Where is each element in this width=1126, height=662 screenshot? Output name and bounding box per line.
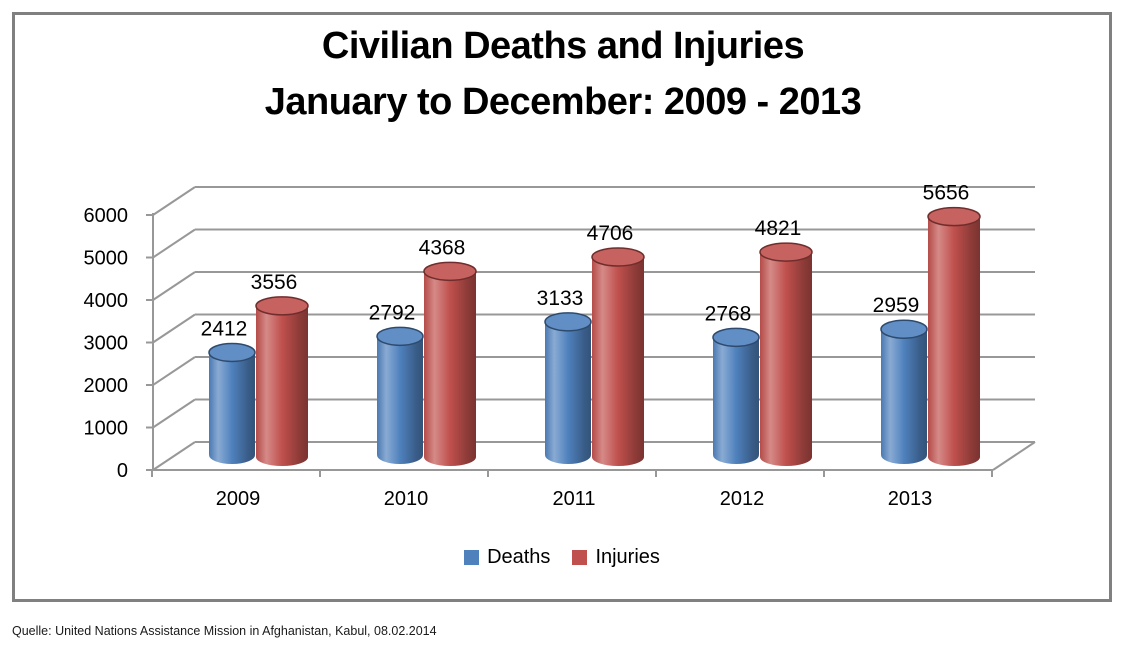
cylinder-top-deaths-2012 xyxy=(712,327,760,348)
cylinder-injuries-2012 xyxy=(760,252,812,466)
data-label-injuries-2010: 4368 xyxy=(419,236,466,259)
chart-subtitle: January to December: 2009 - 2013 xyxy=(264,81,862,123)
data-label-injuries-2009: 3556 xyxy=(251,271,298,294)
cylinder-top-deaths-2011 xyxy=(544,312,592,332)
axes: 0 1000 2000 3000 4000 5000 6000 2009 2010 2011 201… xyxy=(84,205,1036,510)
chart-title-block: Civilian Deaths and Injuries January to … xyxy=(0,18,1126,130)
y-tick-label: 1000 xyxy=(84,418,129,440)
cylinder-deaths-2009 xyxy=(209,352,255,464)
legend-swatch-injuries xyxy=(572,550,588,565)
y-tick-label: 3000 xyxy=(84,333,129,355)
y-tick-label: 2000 xyxy=(84,375,129,397)
legend-item-injuries: Injuries xyxy=(572,546,660,569)
cylinder-bars xyxy=(208,206,981,466)
cylinder-top-injuries-2013 xyxy=(927,206,981,227)
x-category-label: 2013 xyxy=(888,488,933,510)
x-category-label: 2012 xyxy=(720,488,765,510)
data-label-injuries-2012: 4821 xyxy=(755,217,802,240)
cylinder-deaths-2010 xyxy=(377,336,423,464)
cylinder-top-injuries-2012 xyxy=(759,242,813,262)
x-category-label: 2010 xyxy=(384,488,429,510)
legend-swatch-deaths xyxy=(464,550,480,565)
x-category-label: 2009 xyxy=(216,488,261,510)
legend-label-injuries: Injuries xyxy=(595,546,660,568)
cylinder-top-injuries-2011 xyxy=(591,247,645,267)
chart-title: Civilian Deaths and Injuries xyxy=(321,25,805,67)
chart-legend: Deaths Injuries xyxy=(12,546,1112,569)
cylinder-injuries-2010 xyxy=(424,271,476,466)
x-category-label: 2011 xyxy=(552,488,595,510)
y-tick-label: 6000 xyxy=(84,205,129,227)
cylinder-top-deaths-2009 xyxy=(208,342,256,363)
y-tick-label: 0 xyxy=(117,460,128,482)
data-label-deaths-2013: 2959 xyxy=(873,294,920,317)
cylinder-top-injuries-2009 xyxy=(255,296,309,316)
cylinder-deaths-2011 xyxy=(545,321,591,464)
data-label-deaths-2012: 2768 xyxy=(705,302,752,325)
cylinder-injuries-2011 xyxy=(592,256,644,466)
data-label-deaths-2011: 3133 xyxy=(537,287,584,310)
cylinder-injuries-2009 xyxy=(256,305,308,466)
cylinder-top-deaths-2013 xyxy=(880,319,928,339)
cylinder-top-injuries-2010 xyxy=(423,261,477,282)
y-tick-label: 4000 xyxy=(84,290,129,312)
source-note: Quelle: United Nations Assistance Missio… xyxy=(12,624,437,638)
cylinder-top-deaths-2010 xyxy=(376,326,424,347)
data-label-injuries-2013: 5656 xyxy=(923,182,970,205)
y-tick-label: 5000 xyxy=(84,248,129,270)
cylinder-deaths-2012 xyxy=(713,337,759,464)
cylinder-injuries-2013 xyxy=(928,216,980,466)
legend-label-deaths: Deaths xyxy=(487,546,551,568)
data-label-injuries-2011: 4706 xyxy=(587,222,634,245)
data-label-deaths-2009: 2412 xyxy=(201,317,248,340)
cylinder-deaths-2013 xyxy=(881,329,927,464)
legend-item-deaths: Deaths xyxy=(464,546,550,569)
data-label-deaths-2010: 2792 xyxy=(369,301,416,324)
